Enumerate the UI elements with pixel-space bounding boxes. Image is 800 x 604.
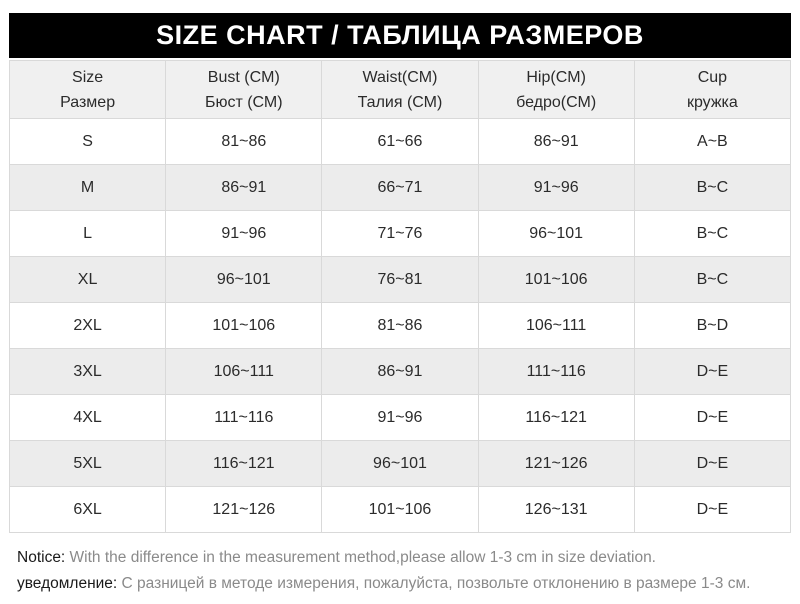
- size-cell: 5XL: [8, 440, 167, 487]
- size-cell: 2XL: [8, 302, 167, 349]
- value-cell: 111~116: [477, 348, 635, 395]
- value-cell: 111~116: [165, 394, 323, 441]
- column-header-line2: Размер: [60, 93, 116, 111]
- column-header-line2: Бюст (СМ): [204, 93, 283, 111]
- value-cell: 86~91: [165, 164, 323, 211]
- notice-block: Notice: With the difference in the measu…: [17, 545, 791, 597]
- column-header-line1: Size: [72, 68, 104, 86]
- column-header-4: Cup кружка: [633, 60, 792, 119]
- column-header-1: Bust (CM) Бюст (СМ): [165, 60, 323, 119]
- value-cell: 91~96: [477, 164, 635, 211]
- value-cell: 116~121: [477, 394, 635, 441]
- value-cell: D~E: [633, 440, 792, 487]
- value-cell: D~E: [633, 486, 792, 533]
- notice-label-en: Notice:: [17, 549, 66, 566]
- table-row: 3XL 106~111 86~91 111~116 D~E: [8, 348, 792, 395]
- size-cell: 3XL: [8, 348, 167, 395]
- value-cell: B~D: [633, 302, 792, 349]
- notice-label-ru: уведомление:: [17, 575, 118, 592]
- value-cell: 116~121: [165, 440, 323, 487]
- size-chart-title: SIZE CHART / ТАБЛИЦА РАЗМЕРОВ: [156, 20, 644, 50]
- value-cell: 101~106: [165, 302, 323, 349]
- table-row: 6XL 121~126 101~106 126~131 D~E: [8, 486, 792, 533]
- value-cell: 106~111: [165, 348, 323, 395]
- value-cell: B~C: [633, 164, 792, 211]
- size-cell: 6XL: [8, 486, 167, 533]
- value-cell: 121~126: [477, 440, 635, 487]
- column-header-line1: Cup: [697, 68, 728, 86]
- value-cell: 121~126: [165, 486, 323, 533]
- table-row: 5XL 116~121 96~101 121~126 D~E: [8, 440, 792, 487]
- value-cell: 126~131: [477, 486, 635, 533]
- notice-line-en: Notice: With the difference in the measu…: [17, 545, 791, 571]
- notice-text-ru: С разницей в методе измерения, пожалуйст…: [117, 575, 751, 592]
- column-header-3: Hip(CM) бедро(СМ): [477, 60, 635, 119]
- value-cell: 91~96: [321, 394, 479, 441]
- column-header-line1: Bust (CM): [207, 68, 280, 86]
- value-cell: 81~86: [165, 118, 323, 165]
- table-row: 4XL 111~116 91~96 116~121 D~E: [8, 394, 792, 441]
- size-chart-table-body: S 81~86 61~66 86~91 A~B M 86~91 66~71 91~96 B~C L 9…: [8, 118, 792, 533]
- table-row: S 81~86 61~66 86~91 A~B: [8, 118, 792, 165]
- notice-line-ru: уведомление: С разницей в методе измерен…: [17, 571, 791, 597]
- size-cell: 4XL: [8, 394, 167, 441]
- table-row: 2XL 101~106 81~86 106~111 B~D: [8, 302, 792, 349]
- value-cell: 76~81: [321, 256, 479, 303]
- value-cell: 96~101: [477, 210, 635, 257]
- column-header-line1: Waist(CM): [362, 68, 438, 86]
- value-cell: 96~101: [165, 256, 323, 303]
- column-header-line2: кружка: [686, 93, 738, 111]
- size-cell: XL: [8, 256, 167, 303]
- column-header-line2: бедро(СМ): [516, 93, 597, 111]
- value-cell: 91~96: [165, 210, 323, 257]
- column-header-line1: Hip(CM): [526, 68, 586, 86]
- value-cell: D~E: [633, 348, 792, 395]
- value-cell: 101~106: [477, 256, 635, 303]
- value-cell: 61~66: [321, 118, 479, 165]
- value-cell: 66~71: [321, 164, 479, 211]
- table-row: L 91~96 71~76 96~101 B~C: [8, 210, 792, 257]
- value-cell: 81~86: [321, 302, 479, 349]
- table-row: XL 96~101 76~81 101~106 B~C: [8, 256, 792, 303]
- value-cell: 106~111: [477, 302, 635, 349]
- value-cell: B~C: [633, 256, 792, 303]
- table-row: M 86~91 66~71 91~96 B~C: [8, 164, 792, 211]
- size-chart-table-header: Size Размер Bust (CM) Бюст (СМ) Waist(CM) Тал…: [8, 60, 792, 119]
- value-cell: 101~106: [321, 486, 479, 533]
- header-row: Size Размер Bust (CM) Бюст (СМ) Waist(CM) Тал…: [8, 60, 792, 119]
- value-cell: D~E: [633, 394, 792, 441]
- value-cell: 96~101: [321, 440, 479, 487]
- size-cell: S: [8, 118, 167, 165]
- notice-text-en: With the difference in the measurement m…: [65, 549, 656, 566]
- value-cell: B~C: [633, 210, 792, 257]
- size-cell: L: [8, 210, 167, 257]
- value-cell: 86~91: [321, 348, 479, 395]
- column-header-line2: Талия (СМ): [357, 93, 443, 111]
- size-chart-title-bar: SIZE CHART / ТАБЛИЦА РАЗМЕРОВ: [9, 13, 791, 58]
- value-cell: A~B: [633, 118, 792, 165]
- size-chart-table: Size Размер Bust (CM) Бюст (СМ) Waist(CM) Тал…: [8, 60, 792, 533]
- value-cell: 71~76: [321, 210, 479, 257]
- column-header-2: Waist(CM) Талия (СМ): [321, 60, 479, 119]
- size-chart-page: SIZE CHART / ТАБЛИЦА РАЗМЕРОВ Size Размер…: [8, 13, 792, 597]
- value-cell: 86~91: [477, 118, 635, 165]
- size-cell: M: [8, 164, 167, 211]
- column-header-0: Size Размер: [8, 60, 167, 119]
